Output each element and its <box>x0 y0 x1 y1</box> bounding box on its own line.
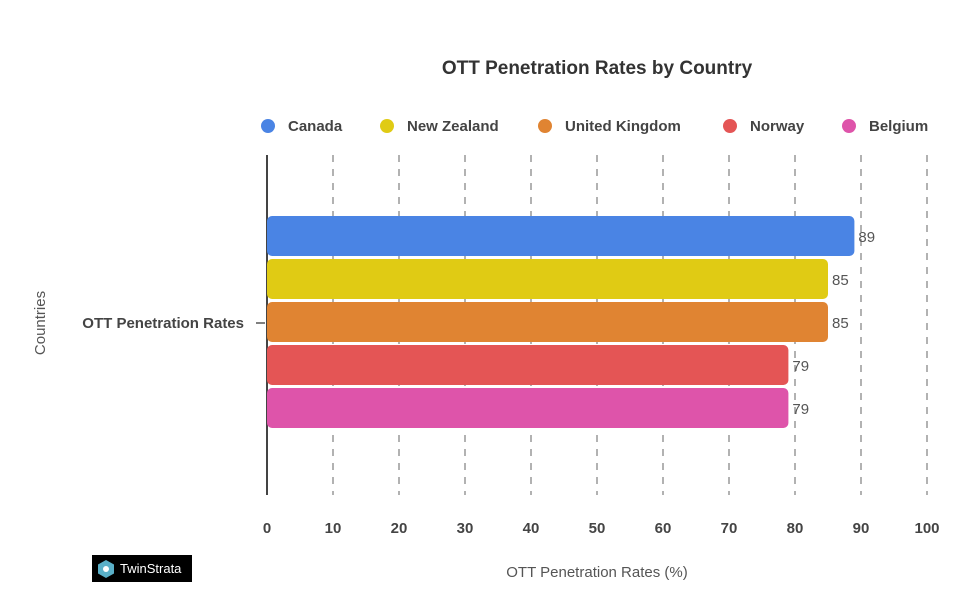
y-axis-label: Countries <box>32 291 49 355</box>
legend-item: Norway <box>723 118 805 135</box>
data-label: 79 <box>792 358 809 375</box>
x-tick-label: 0 <box>263 520 271 537</box>
x-axis-label: OTT Penetration Rates (%) <box>506 564 687 581</box>
twinstrata-logo: TwinStrata <box>92 555 192 582</box>
legend-item: Belgium <box>842 118 928 135</box>
x-tick-label: 60 <box>655 520 672 537</box>
legend-label: Norway <box>750 118 805 135</box>
bar-united-kingdom <box>267 302 828 342</box>
data-label: 79 <box>792 401 809 418</box>
chart-title: OTT Penetration Rates by Country <box>442 58 753 79</box>
x-tick-label: 70 <box>721 520 738 537</box>
x-tick-label: 40 <box>523 520 540 537</box>
x-tick-label: 80 <box>787 520 804 537</box>
bar-norway <box>267 345 789 385</box>
x-tick-label: 20 <box>391 520 408 537</box>
logo-icon <box>98 559 114 578</box>
x-tick-label: 90 <box>853 520 870 537</box>
bar-belgium <box>267 388 789 428</box>
data-label: 85 <box>832 315 849 332</box>
bar-new-zealand <box>267 259 828 299</box>
legend-label: United Kingdom <box>565 118 681 135</box>
legend-marker <box>538 119 552 133</box>
legend-marker <box>261 119 275 133</box>
legend-marker <box>380 119 394 133</box>
logo-text: TwinStrata <box>120 561 182 576</box>
legend-item: Canada <box>261 118 343 135</box>
legend-label: Belgium <box>869 118 928 135</box>
x-tick-label: 50 <box>589 520 606 537</box>
legend-label: New Zealand <box>407 118 499 135</box>
legend-label: Canada <box>288 118 343 135</box>
x-tick-label: 100 <box>914 520 939 537</box>
y-tick-label: OTT Penetration Rates <box>82 315 244 332</box>
legend-marker <box>842 119 856 133</box>
legend-item: New Zealand <box>380 118 499 135</box>
data-label: 85 <box>832 272 849 289</box>
legend-item: United Kingdom <box>538 118 681 135</box>
x-tick-label: 30 <box>457 520 474 537</box>
data-label: 89 <box>858 229 875 246</box>
legend-marker <box>723 119 737 133</box>
x-tick-label: 10 <box>325 520 342 537</box>
bar-canada <box>267 216 855 256</box>
